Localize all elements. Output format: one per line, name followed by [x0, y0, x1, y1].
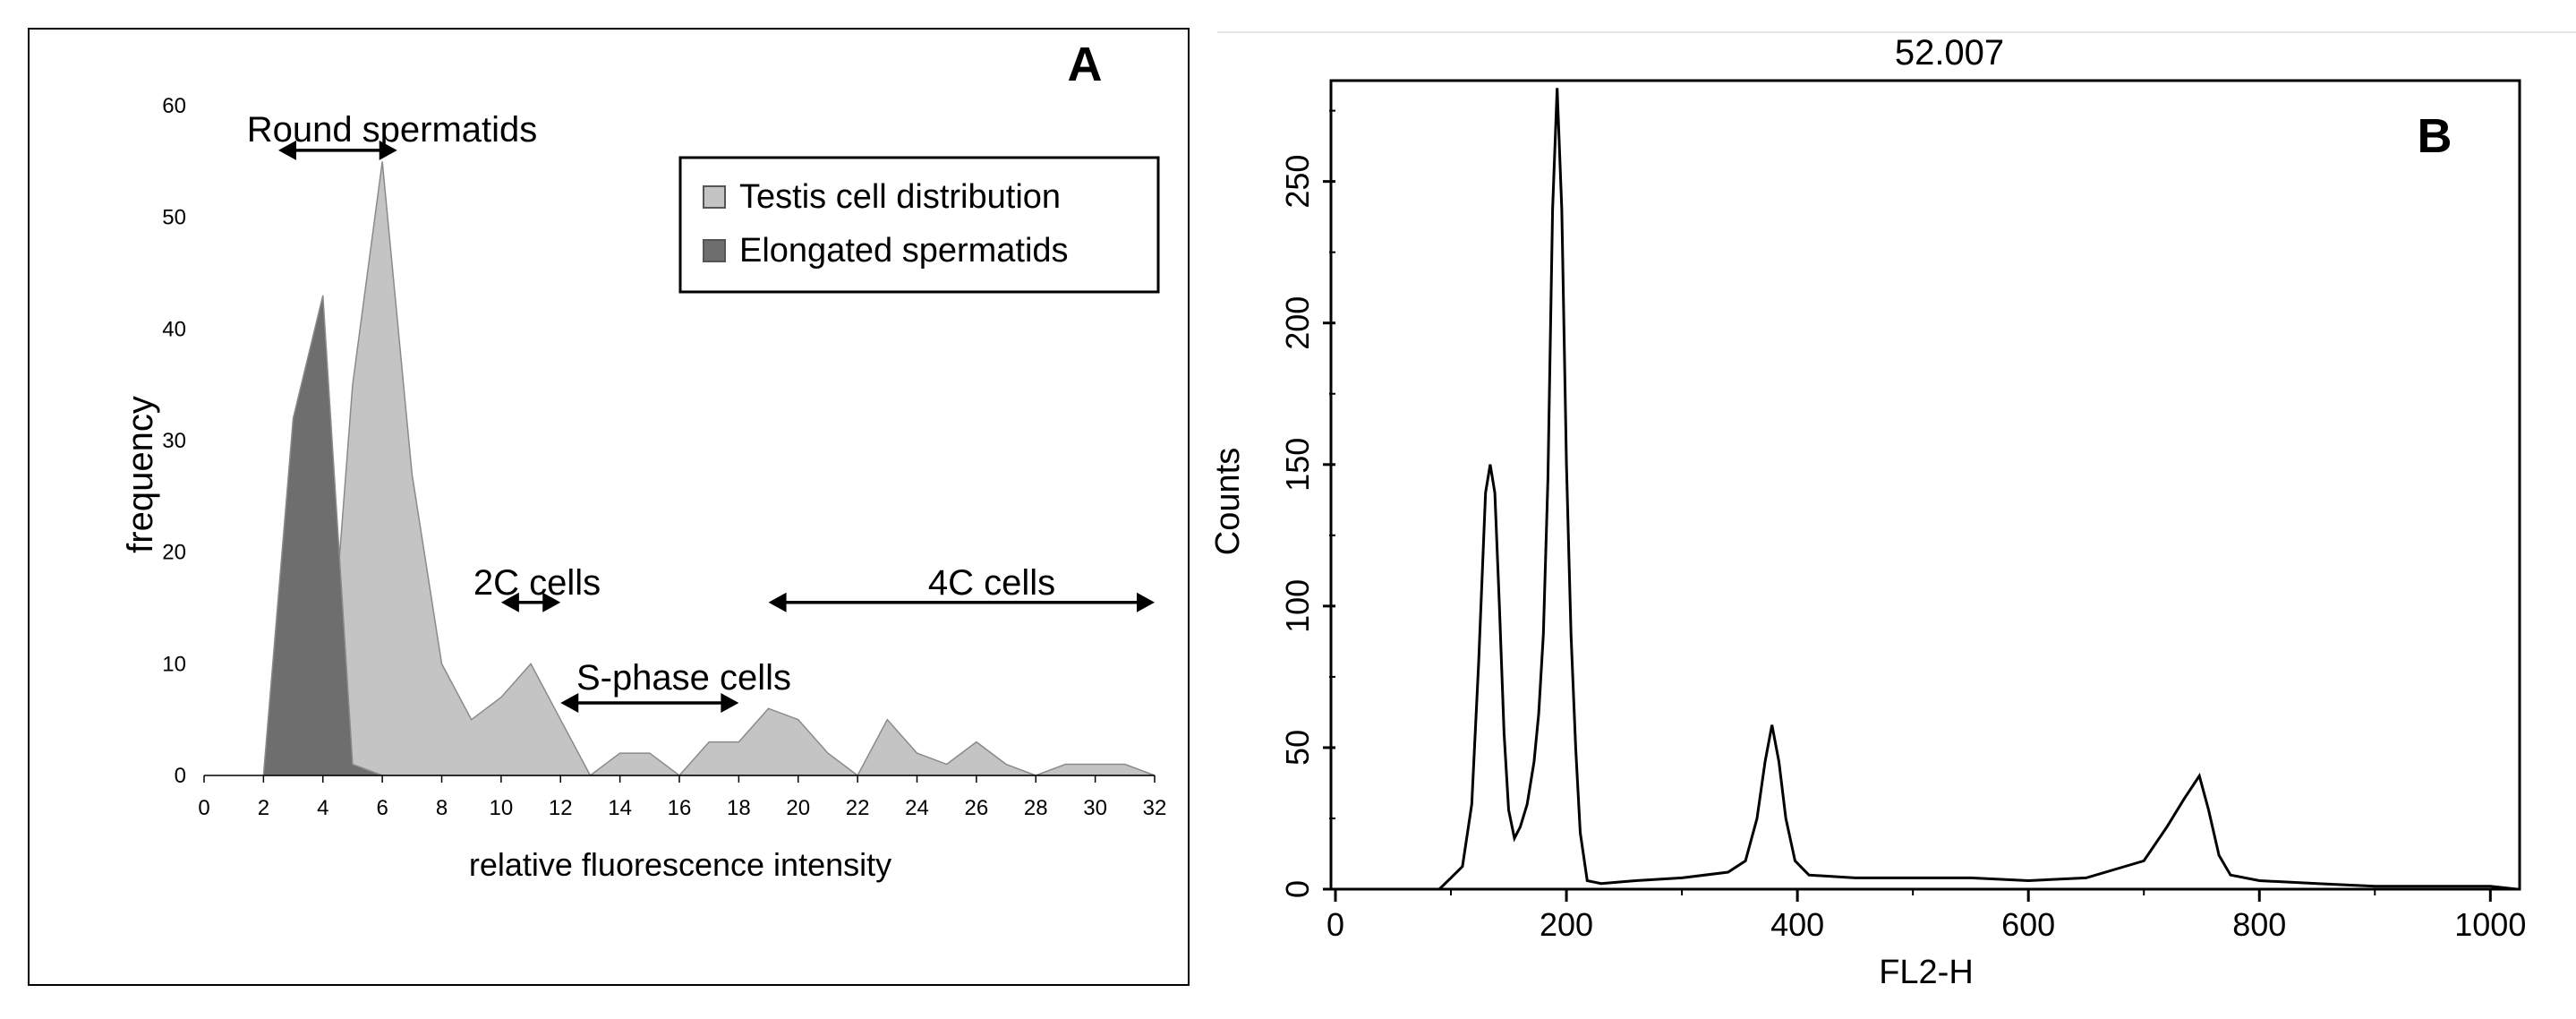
- legend-label-elongated: Elongated spermatids: [739, 232, 1069, 270]
- panel-b-x-axis-label: FL2-H: [1879, 954, 1974, 991]
- panel-b-x-ticks: 0 200 400 600 800 1000: [1326, 889, 2526, 943]
- panel-b-plot-area: [1335, 88, 2518, 891]
- annotation-label: 2C cells: [473, 563, 601, 603]
- x-tick-label: 1000: [2454, 906, 2526, 943]
- panel-a-legend: Testis cell distribution Elongated sperm…: [678, 156, 1160, 294]
- annotation-arrowhead-right: [721, 692, 739, 713]
- x-tick-label: 400: [1770, 906, 1824, 943]
- series-area-testis: [321, 161, 1156, 777]
- x-tick-label: 2: [258, 796, 269, 820]
- x-tick-label: 20: [786, 796, 810, 820]
- legend-swatch-elongated: [703, 239, 726, 262]
- x-tick-label: 18: [727, 796, 751, 820]
- panel-a-annotations: Round spermatids 2C cells 4C cells S-phase …: [247, 110, 1155, 713]
- x-tick-label: 0: [1326, 906, 1344, 943]
- x-tick-label: 4: [317, 796, 328, 820]
- x-tick-label: 10: [490, 796, 514, 820]
- panel-a-y-axis-label: frequency: [121, 396, 160, 553]
- annotation-label: 4C cells: [928, 563, 1055, 603]
- x-tick-label: 14: [608, 796, 632, 820]
- y-tick-label: 10: [162, 652, 186, 676]
- x-tick-label: 8: [436, 796, 448, 820]
- panel-b-y-axis-label: Counts: [1209, 448, 1247, 555]
- y-tick-label: 40: [162, 317, 186, 341]
- annotation-arrowhead-right: [542, 592, 561, 612]
- panel-a-x-axis-label: relative fluorescence intensity: [469, 846, 891, 883]
- panel-b: 52.007 B 0 200 400 600 800 1000 0 50 100 150 200 2…: [1209, 31, 2576, 991]
- x-tick-label: 32: [1143, 796, 1167, 820]
- annotation-label: Round spermatids: [247, 110, 538, 150]
- y-tick-label: 20: [162, 541, 186, 565]
- y-tick-label: 250: [1279, 155, 1316, 209]
- x-tick-label: 24: [905, 796, 929, 820]
- x-tick-label: 6: [376, 796, 388, 820]
- panel-b-label: B: [2418, 109, 2452, 163]
- y-tick-label: 50: [1279, 730, 1316, 766]
- annotation-arrowhead-left: [500, 592, 519, 612]
- x-tick-label: 16: [668, 796, 692, 820]
- x-tick-label: 26: [965, 796, 989, 820]
- histogram-trace: [1335, 88, 2518, 891]
- x-tick-label: 12: [549, 796, 573, 820]
- y-tick-label: 100: [1279, 579, 1316, 633]
- legend-box: [678, 156, 1160, 294]
- y-tick-label: 150: [1279, 438, 1316, 492]
- panel-a-x-ticks: 0 2 4 6 8 10 12 14 16 18 20 22 24 26 28 30 32: [198, 775, 1166, 820]
- annotation-arrowhead-right: [1137, 592, 1155, 612]
- y-tick-label: 50: [162, 206, 186, 230]
- y-tick-label: 0: [175, 764, 186, 788]
- annotation-arrowhead-left: [560, 692, 579, 713]
- panel-a: A 0 2 4 6 8 10 12 14 16 18 20 22 24 26 28 30 32 01020304…: [28, 28, 1190, 986]
- x-tick-label: 28: [1024, 796, 1048, 820]
- annotation-label: S-phase cells: [576, 658, 791, 698]
- x-tick-label: 200: [1540, 906, 1593, 943]
- annotation-arrowhead-left: [768, 592, 787, 612]
- panel-a-y-ticks: 0 10 20 30 40 50 60: [162, 94, 186, 788]
- y-tick-label: 0: [1279, 880, 1316, 898]
- panel-b-y-ticks: 0 50 100 150 200 250: [1279, 109, 1335, 898]
- x-tick-label: 22: [846, 796, 870, 820]
- x-tick-label: 800: [2232, 906, 2286, 943]
- panel-b-frame: [1329, 79, 2521, 891]
- legend-label-testis: Testis cell distribution: [739, 178, 1061, 216]
- panel-b-title: 52.007: [1895, 33, 2004, 73]
- x-tick-label: 0: [198, 796, 209, 820]
- annotation-arrowhead-right: [379, 140, 397, 160]
- x-tick-label: 600: [2001, 906, 2055, 943]
- y-tick-label: 200: [1279, 296, 1316, 350]
- annotation-arrowhead-left: [277, 140, 296, 160]
- y-tick-label: 30: [162, 429, 186, 453]
- legend-swatch-testis: [703, 185, 726, 209]
- y-tick-label: 60: [162, 94, 186, 118]
- panel-a-label: A: [1068, 38, 1103, 91]
- x-tick-label: 30: [1083, 796, 1107, 820]
